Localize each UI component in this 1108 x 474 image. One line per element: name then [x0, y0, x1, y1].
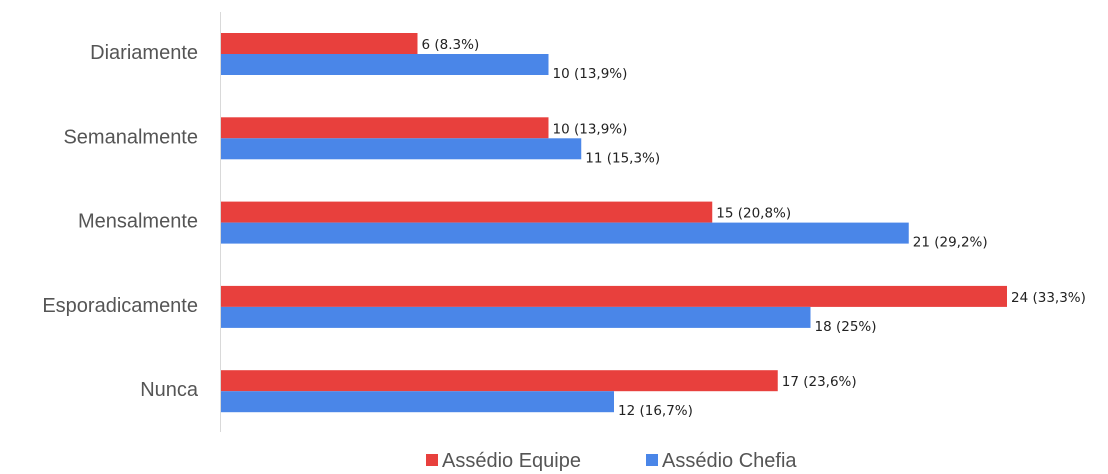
legend-swatch-assedio-chefia [646, 454, 658, 466]
category-label-nunca: Nunca [140, 379, 199, 401]
data-label-assedio-chefia-esporadicamente: 18 (25%) [815, 319, 877, 335]
bar-assedio-equipe-diariamente [221, 33, 418, 54]
data-label-assedio-equipe-esporadicamente: 24 (33,3%) [1011, 290, 1086, 306]
legend-swatch-assedio-equipe [426, 454, 438, 466]
category-label-mensalmente: Mensalmente [78, 211, 198, 233]
data-label-assedio-equipe-semanalmente: 10 (13,9%) [553, 121, 628, 137]
data-label-assedio-equipe-mensalmente: 15 (20,8%) [716, 206, 791, 222]
data-labels: 6 (8.3%) 10 (13,9%) 10 (13,9%) 11 (15,3%) 15… [422, 37, 1086, 419]
bar-assedio-chefia-semanalmente [221, 138, 582, 160]
bars [221, 33, 1007, 413]
bar-assedio-chefia-nunca [221, 391, 614, 413]
category-label-semanalmente: Semanalmente [63, 126, 198, 148]
bar-assedio-chefia-mensalmente [221, 222, 909, 244]
category-label-diariamente: Diariamente [90, 42, 198, 64]
legend-label-assedio-chefia: Assédio Chefia [662, 450, 797, 472]
bar-assedio-equipe-esporadicamente [221, 285, 1007, 307]
data-label-assedio-chefia-diariamente: 10 (13,9%) [553, 66, 628, 82]
data-label-assedio-equipe-diariamente: 6 (8.3%) [422, 37, 480, 53]
bar-assedio-equipe-semanalmente [221, 117, 549, 139]
legend-label-assedio-equipe: Assédio Equipe [442, 450, 581, 472]
data-label-assedio-chefia-nunca: 12 (16,7%) [618, 403, 693, 419]
bar-assedio-chefia-esporadicamente [221, 306, 811, 328]
data-label-assedio-equipe-nunca: 17 (23,6%) [782, 374, 857, 390]
data-label-assedio-chefia-semanalmente: 11 (15,3%) [585, 150, 660, 166]
bar-assedio-chefia-diariamente [221, 54, 549, 75]
bar-assedio-equipe-mensalmente [221, 201, 713, 223]
legend: Assédio Equipe Assédio Chefia [426, 450, 797, 472]
category-label-esporadicamente: Esporadicamente [42, 295, 198, 317]
category-labels: Diariamente Semanalmente Mensalmente Espora… [42, 42, 199, 401]
data-label-assedio-chefia-mensalmente: 21 (29,2%) [913, 235, 988, 251]
bar-assedio-equipe-nunca [221, 370, 778, 392]
